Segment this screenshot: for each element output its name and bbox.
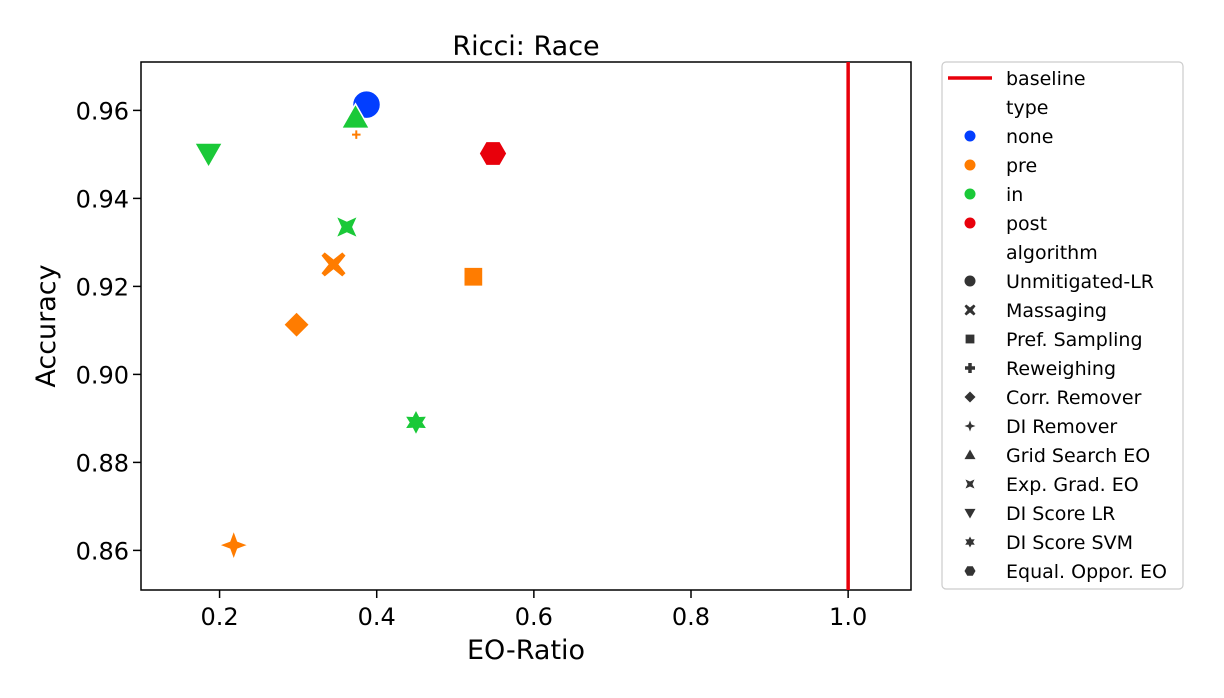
legend-algorithm-header: algorithm bbox=[1006, 242, 1098, 264]
legend-algorithm-label: Corr. Remover bbox=[1006, 387, 1142, 409]
y-axis-ticks: 0.86 0.88 0.90 0.92 0.94 0.96 bbox=[76, 97, 141, 565]
chart-title: Ricci: Race bbox=[452, 31, 599, 62]
x-axis-ticks: 0.2 0.4 0.6 0.8 1.0 bbox=[200, 590, 867, 631]
point-corr-remover bbox=[282, 310, 311, 339]
legend-algorithm-label: Massaging bbox=[1006, 300, 1107, 322]
legend-algorithm-label: Unmitigated-LR bbox=[1006, 271, 1154, 293]
legend-type-in-label: in bbox=[1006, 184, 1023, 206]
legend-type-none-label: none bbox=[1006, 126, 1053, 148]
point-pref-sampling bbox=[463, 266, 484, 288]
x-tick-label: 0.8 bbox=[672, 603, 710, 631]
y-tick-label: 0.96 bbox=[76, 97, 129, 125]
legend-triangle-down-icon bbox=[964, 508, 976, 519]
y-axis-label: Accuracy bbox=[31, 264, 62, 387]
legend-algorithm-label: DI Remover bbox=[1006, 416, 1117, 438]
legend-algorithm-label: Reweighing bbox=[1006, 358, 1116, 380]
legend-diamond-icon bbox=[964, 391, 976, 403]
legend-type-none-swatch bbox=[964, 130, 976, 142]
plot-frame bbox=[140, 61, 912, 591]
legend-x-icon bbox=[964, 304, 976, 316]
legend-bowtie-icon bbox=[965, 479, 975, 489]
legend-algorithm-label: Pref. Sampling bbox=[1006, 329, 1143, 351]
x-axis-label: EO-Ratio bbox=[467, 635, 585, 666]
plot-area: 0.2 0.4 0.6 0.8 1.0 0.86 0.88 0.90 0.92 0.94 0.96 bbox=[76, 61, 912, 631]
y-tick-label: 0.94 bbox=[76, 185, 129, 213]
legend-type-post-label: post bbox=[1006, 213, 1047, 235]
point-equal-oppor-eo bbox=[478, 140, 508, 167]
point-di-score-svm bbox=[403, 407, 429, 437]
legend-type-in-swatch bbox=[964, 188, 976, 200]
legend: baseline type none pre in post algorithm Unmiti… bbox=[941, 61, 1184, 590]
x-tick-label: 0.6 bbox=[515, 603, 553, 631]
point-exp-grad-eo bbox=[334, 214, 360, 240]
legend-algorithm-label: Exp. Grad. EO bbox=[1006, 474, 1139, 496]
legend-frame bbox=[941, 61, 1184, 590]
legend-type-pre-swatch bbox=[964, 159, 976, 171]
point-di-score-lr bbox=[193, 142, 224, 170]
legend-baseline-label: baseline bbox=[1006, 68, 1086, 90]
legend-six-point-star-icon bbox=[965, 536, 975, 548]
legend-hexagon-icon bbox=[964, 566, 976, 576]
legend-type-post-swatch bbox=[964, 217, 976, 229]
x-tick-label: 0.2 bbox=[200, 603, 238, 631]
point-massaging bbox=[319, 250, 348, 279]
legend-circle-icon bbox=[964, 275, 976, 287]
y-tick-label: 0.92 bbox=[76, 273, 129, 301]
point-grid-search-eo bbox=[340, 102, 371, 130]
legend-algorithm-label: DI Score LR bbox=[1006, 503, 1115, 525]
data-points bbox=[193, 89, 508, 563]
legend-algorithm-label: DI Score SVM bbox=[1006, 532, 1133, 554]
legend-algorithm-label: Equal. Oppor. EO bbox=[1006, 561, 1167, 583]
x-tick-label: 1.0 bbox=[829, 603, 867, 631]
point-di-remover bbox=[216, 527, 251, 563]
y-tick-label: 0.90 bbox=[76, 361, 129, 389]
point-reweighing bbox=[350, 128, 363, 141]
legend-plus-icon bbox=[965, 363, 975, 373]
legend-algorithm-label: Grid Search EO bbox=[1006, 445, 1150, 467]
legend-square-icon bbox=[965, 334, 975, 344]
y-tick-label: 0.88 bbox=[76, 449, 129, 477]
legend-four-point-star-icon bbox=[964, 420, 976, 432]
legend-type-header: type bbox=[1006, 97, 1048, 119]
x-tick-label: 0.4 bbox=[358, 603, 396, 631]
legend-triangle-up-icon bbox=[964, 449, 976, 460]
y-tick-label: 0.86 bbox=[76, 537, 129, 565]
legend-type-pre-label: pre bbox=[1006, 155, 1037, 177]
